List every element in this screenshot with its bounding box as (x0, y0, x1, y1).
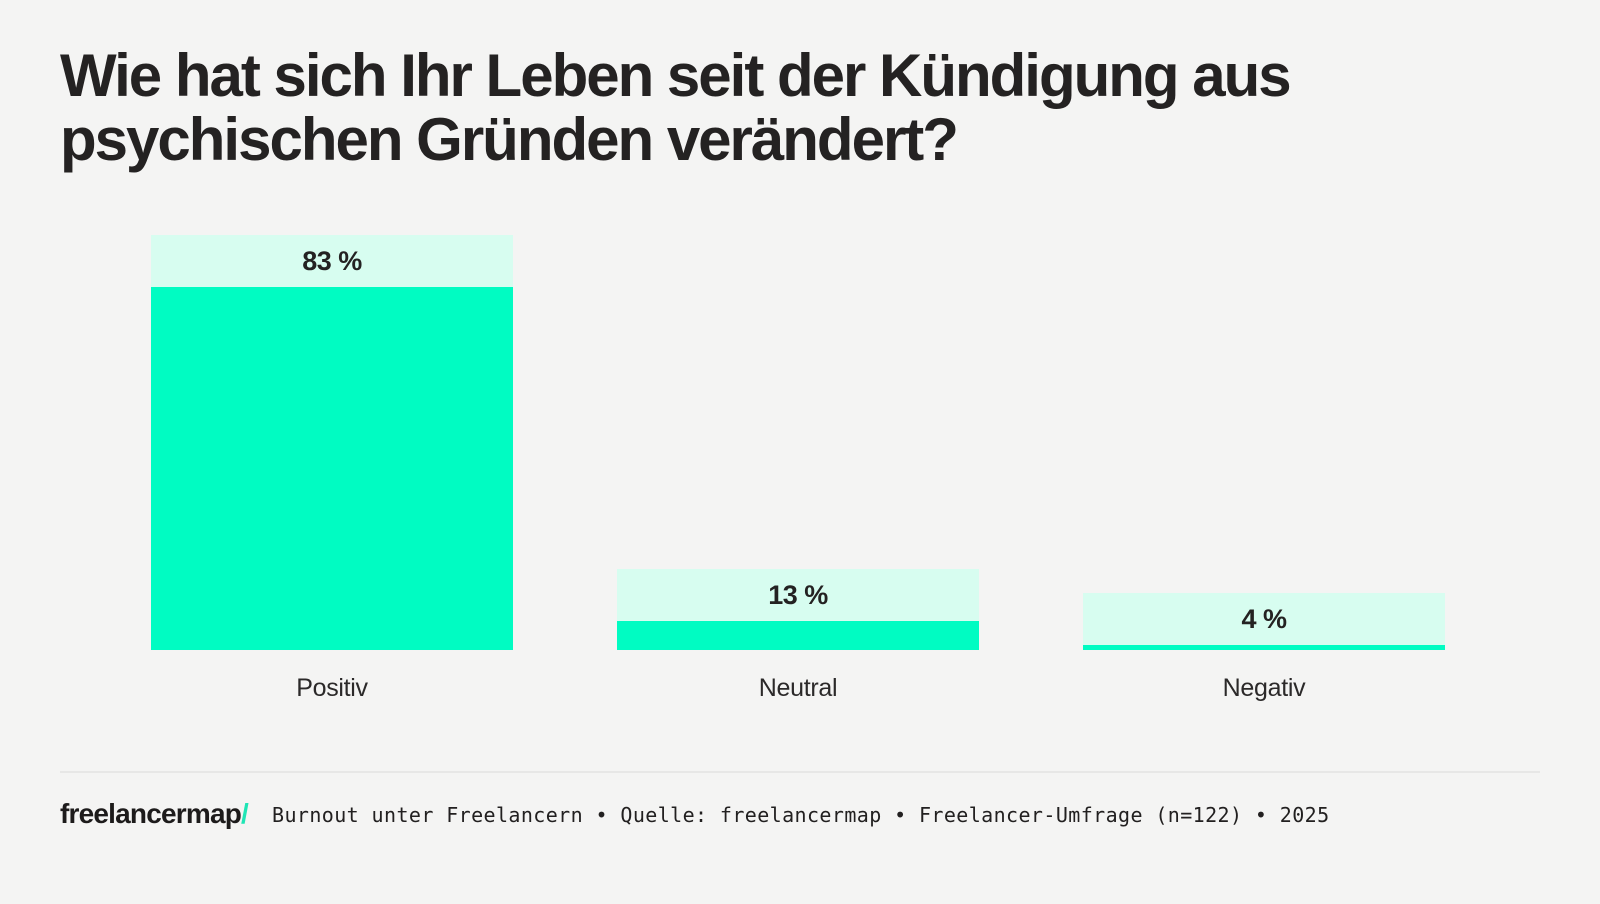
bar-neutral (617, 621, 979, 650)
bar-positiv (151, 287, 513, 650)
value-label-band-positiv: 83 % (151, 235, 513, 287)
logo-slash-icon: / (241, 798, 249, 829)
bar-chart: 83 % 13 % 4 % (151, 235, 1445, 650)
value-label-negativ: 4 % (1241, 603, 1287, 634)
footer-divider (60, 771, 1540, 773)
category-label-neutral: Neutral (758, 674, 838, 702)
bar-column-negativ: 4 % (1083, 593, 1445, 650)
source-caption: Burnout unter Freelancern • Quelle: free… (272, 803, 1330, 827)
bar-column-positiv: 83 % (151, 235, 513, 650)
bar-column-neutral: 13 % (617, 569, 979, 650)
logo-wordmark: freelancermap (60, 798, 242, 829)
freelancermap-logo: freelancermap/ (60, 798, 249, 830)
category-label-positiv: Positiv (296, 674, 368, 702)
category-label-negativ: Negativ (1222, 674, 1306, 702)
category-axis: Positiv Neutral Negativ (151, 674, 1445, 703)
footer: freelancermap/ Burnout unter Freelancern… (60, 796, 1330, 832)
chart-title: Wie hat sich Ihr Leben seit der Kündigun… (60, 42, 1292, 174)
bar-negativ (1083, 645, 1445, 650)
value-label-positiv: 83 % (302, 245, 362, 276)
value-label-band-neutral: 13 % (617, 569, 979, 621)
value-label-neutral: 13 % (768, 579, 828, 610)
value-label-band-negativ: 4 % (1083, 593, 1445, 645)
